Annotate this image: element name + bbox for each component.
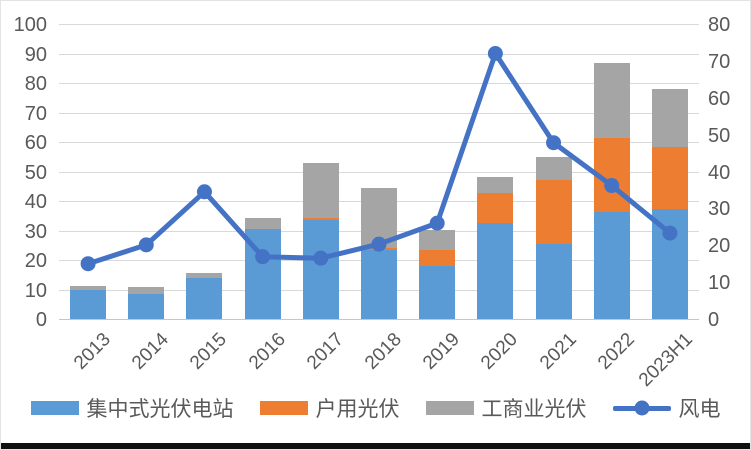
bar-segment-utility-pv (593, 211, 630, 319)
legend-item-household-pv: 户用光伏 (259, 393, 400, 423)
legend-swatch-utility-pv (30, 401, 79, 415)
bar-segment-utility-pv (70, 289, 107, 319)
x-axis-label: 2013 (70, 329, 115, 374)
left-axis-tick: 10 (24, 279, 47, 302)
bar-segment-utility-pv (419, 266, 456, 319)
wind-line-layer (80, 46, 678, 272)
bar-2020 (477, 24, 514, 319)
left-axis-tick: 0 (35, 309, 47, 331)
gridline (59, 319, 699, 320)
wind-line-marker (429, 215, 445, 231)
bar-2017 (302, 24, 339, 319)
bar-segment-household-pv (419, 250, 456, 267)
bar-segment-ci-pv (70, 285, 107, 290)
bar-segment-ci-pv (419, 230, 456, 251)
x-axis-label: 2017 (302, 329, 348, 374)
left-axis-tick: 100 (13, 14, 47, 36)
right-axis-tick: 0 (708, 309, 720, 331)
legend-line-marker-wind (612, 400, 671, 416)
bar-2013 (70, 24, 107, 319)
wind-line-marker (313, 250, 329, 266)
left-axis-tick: 20 (24, 250, 47, 272)
right-axis-tick: 60 (708, 87, 731, 110)
bar-segment-utility-pv (535, 244, 572, 319)
bar-segment-ci-pv (128, 287, 165, 294)
legend-item-wind: 风电 (612, 393, 721, 423)
legend-swatch-household-pv (259, 401, 308, 415)
bar-segment-ci-pv (477, 176, 514, 193)
x-axis-label: 2014 (128, 329, 174, 374)
bar-segment-ci-pv (244, 217, 281, 229)
wind-line-marker (80, 256, 96, 272)
x-axis-label: 2015 (186, 329, 232, 374)
legend-item-ci-pv: 工商业光伏 (425, 393, 587, 423)
legend-label-utility-pv: 集中式光伏电站 (86, 398, 234, 421)
bar-segment-ci-pv (535, 157, 572, 181)
right-axis-tick: 50 (708, 124, 731, 147)
bar-segment-utility-pv (361, 249, 397, 319)
wind-line-marker (138, 237, 154, 253)
chart-legend: 集中式光伏电站 户用光伏 工商业光伏 风电 (1, 393, 750, 423)
bar-segment-utility-pv (186, 278, 223, 319)
bar-segment-household-pv (477, 192, 514, 223)
left-axis-tick: 70 (24, 102, 47, 125)
bar-segment-ci-pv (593, 62, 630, 138)
right-axis-tick: 40 (708, 161, 731, 184)
legend-swatch-ci-pv (425, 401, 474, 415)
wind-line-marker (662, 225, 678, 241)
gridline (59, 142, 699, 143)
bar-segment-ci-pv (651, 88, 688, 147)
legend-label-ci-pv: 工商业光伏 (481, 398, 587, 421)
right-axis-tick: 20 (708, 235, 731, 258)
wind-line-marker (604, 178, 620, 194)
bar-segment-utility-pv (477, 222, 514, 319)
bar-segment-household-pv (651, 146, 688, 209)
gridline (59, 171, 699, 173)
left-axis-tick: 50 (24, 161, 47, 184)
left-axis-tick: 60 (24, 132, 47, 154)
plot-area (59, 24, 699, 320)
legend-label-household-pv: 户用光伏 (315, 398, 400, 421)
bar-segment-household-pv (535, 180, 572, 245)
x-axis-label: 2018 (361, 329, 406, 374)
x-axis-label: 2021 (535, 329, 581, 374)
left-axis-tick: 80 (24, 73, 47, 95)
x-axis-label: 2023H1 (634, 329, 697, 391)
bar-2022 (593, 24, 630, 319)
x-axis-label: 2020 (477, 329, 523, 374)
gridline (59, 83, 699, 84)
wind-line-marker (546, 135, 562, 151)
left-axis-tick: 90 (24, 43, 47, 66)
x-axis-label: 2016 (244, 329, 290, 374)
wind-line-marker (255, 249, 271, 265)
right-axis-tick: 10 (708, 272, 731, 295)
bar-2021 (535, 24, 572, 319)
left-axis-tick: 40 (24, 191, 47, 213)
right-axis-tick: 70 (708, 50, 731, 73)
wind-line-marker (196, 184, 212, 200)
bar-2019 (419, 24, 456, 319)
bar-segment-ci-pv (186, 273, 223, 278)
legend-label-wind: 风电 (678, 398, 721, 421)
bar-segment-utility-pv (128, 293, 165, 319)
right-axis-tick: 30 (708, 198, 731, 221)
x-axis-label: 2019 (419, 329, 465, 374)
window-bottom-edge (1, 443, 750, 449)
x-axis-label: 2022 (593, 329, 639, 374)
left-axis-tick: 30 (24, 220, 47, 243)
bar-segment-household-pv (302, 218, 339, 221)
right-axis-tick: 80 (708, 14, 731, 36)
gridline (59, 112, 699, 114)
gridline (59, 53, 699, 55)
bar-2015 (186, 24, 223, 319)
gridline (59, 24, 699, 25)
legend-item-utility-pv: 集中式光伏电站 (30, 393, 234, 423)
wind-line-marker (371, 236, 387, 252)
wind-line-marker (487, 46, 503, 61)
wind-line (85, 51, 673, 267)
bar-segment-ci-pv (302, 163, 339, 219)
bar-2014 (128, 24, 165, 319)
bar-segment-utility-pv (302, 220, 339, 319)
